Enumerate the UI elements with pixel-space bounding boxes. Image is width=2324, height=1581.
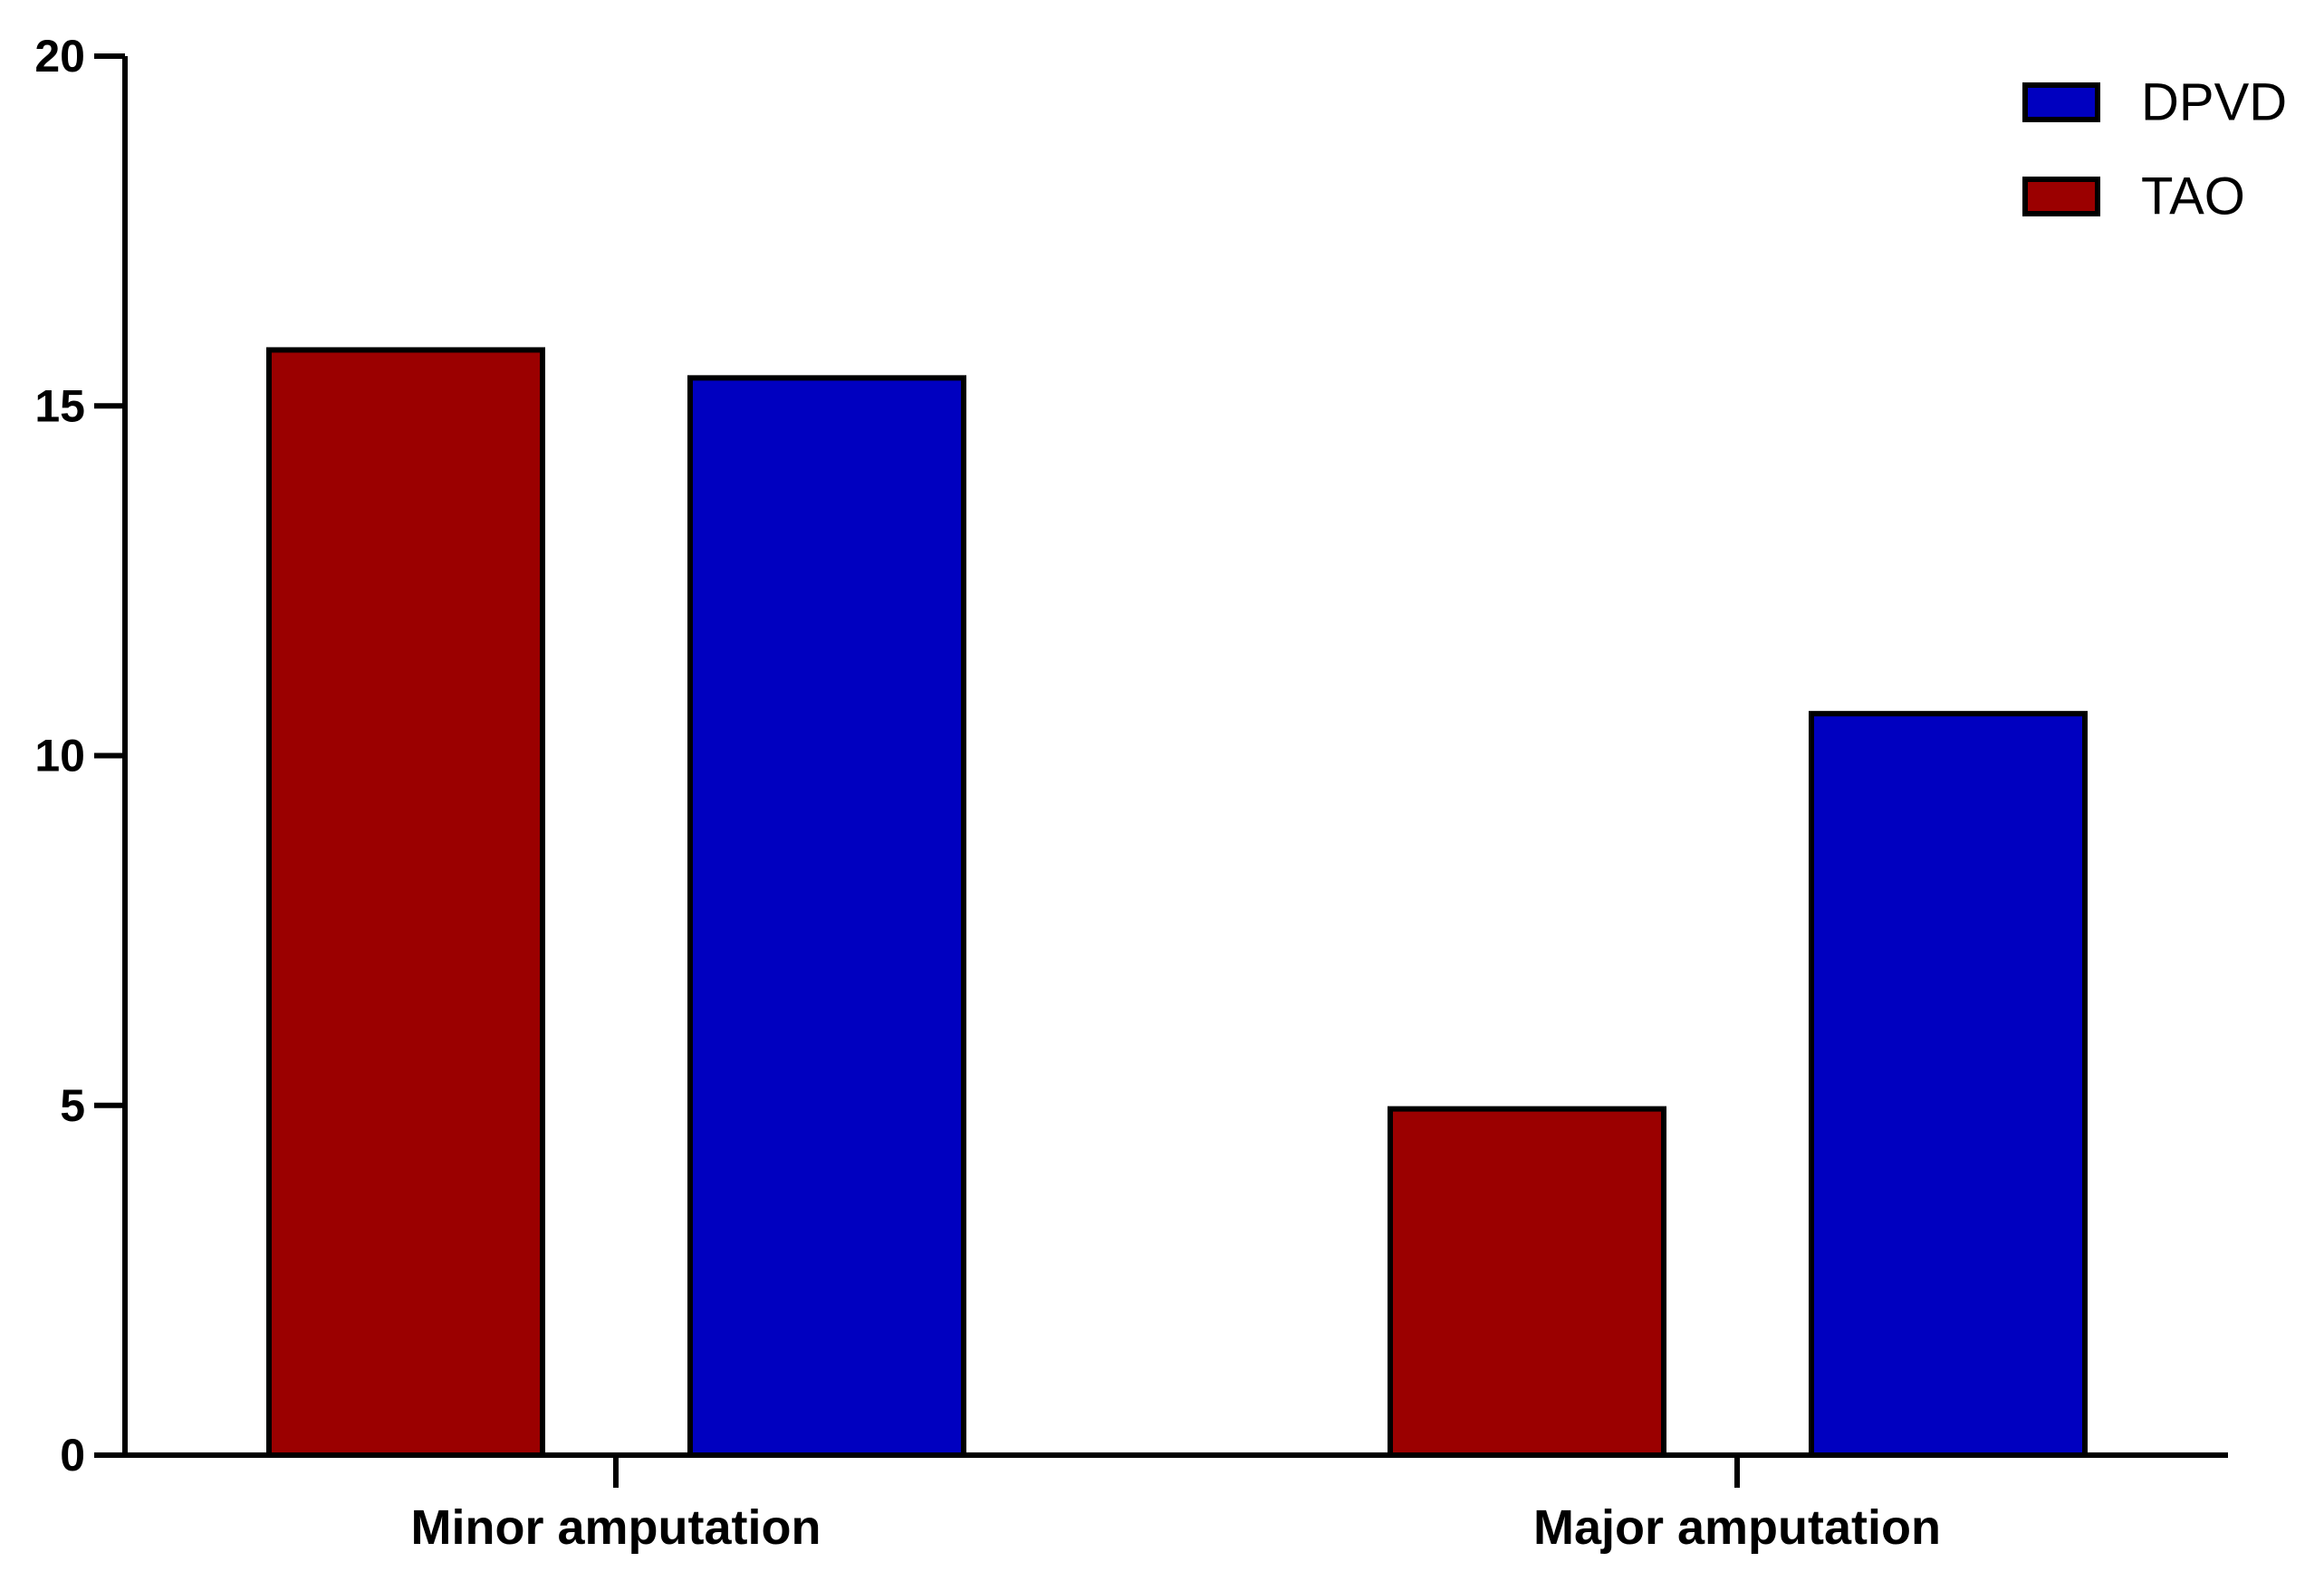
y-tick-label-15: 15 bbox=[34, 380, 85, 431]
y-tick-label-10: 10 bbox=[34, 731, 85, 781]
bars-group bbox=[266, 347, 2088, 1459]
legend: DPVD TAO bbox=[2022, 73, 2287, 226]
bar-dpvd-major-amputation bbox=[1809, 711, 2088, 1458]
y-tick-label-5: 5 bbox=[60, 1080, 85, 1131]
y-tick-label-20: 20 bbox=[34, 31, 85, 81]
legend-label-dpvd: DPVD bbox=[2141, 73, 2287, 132]
x-ticks-group: Minor amputation Major amputation bbox=[411, 1455, 1941, 1555]
legend-swatch-dpvd bbox=[2022, 82, 2100, 122]
x-tick-label-minor-amputation: Minor amputation bbox=[411, 1500, 821, 1555]
bar-tao-minor-amputation bbox=[266, 347, 545, 1459]
bar-tao-major-amputation bbox=[1388, 1106, 1666, 1459]
y-ticks-group: 0 5 10 15 20 bbox=[34, 31, 125, 1480]
y-tick-label-0: 0 bbox=[60, 1430, 85, 1480]
bar-dpvd-minor-amputation bbox=[687, 375, 966, 1459]
legend-label-tao: TAO bbox=[2141, 168, 2245, 226]
x-tick-label-major-amputation: Major amputation bbox=[1533, 1500, 1941, 1555]
legend-swatch-tao bbox=[2022, 177, 2100, 216]
